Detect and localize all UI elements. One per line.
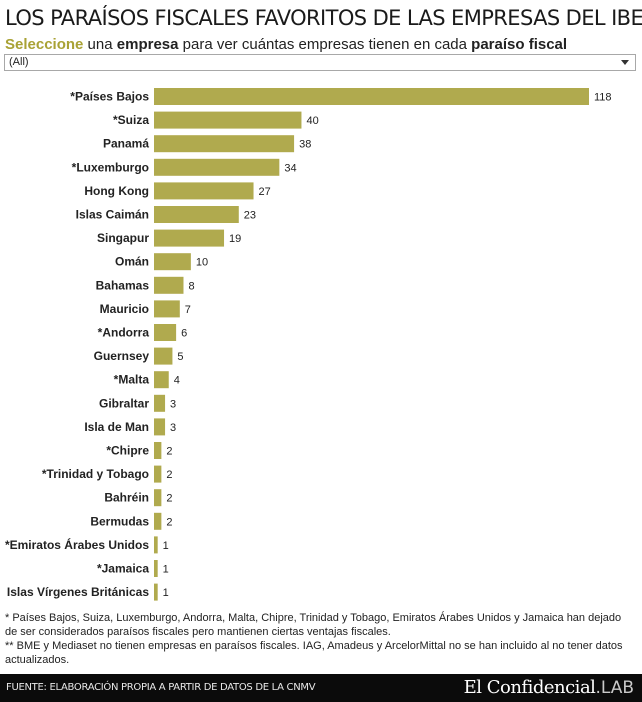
bar-jamaica[interactable] (154, 560, 158, 577)
bar-emiratos-arabes-unidos[interactable] (154, 536, 158, 554)
value-label-malta: 4 (174, 375, 180, 387)
subtitle-text-1: una (83, 36, 117, 53)
bar-chipre[interactable] (154, 442, 162, 459)
category-label-malta: *Malta (114, 373, 150, 387)
value-label-mauricio: 7 (185, 304, 191, 316)
bar-bermudas[interactable] (154, 512, 162, 530)
bar-oman[interactable] (154, 253, 191, 271)
category-label-guernsey: Guernsey (94, 349, 150, 363)
bar-bahamas[interactable] (154, 276, 184, 294)
category-label-suiza: *Suiza (113, 113, 149, 127)
category-label-islas-caiman: Islas Caimán (76, 208, 149, 222)
category-label-bahamas: Bahamas (96, 278, 150, 292)
logo-main: El Confidencial (463, 677, 596, 698)
company-filter-dropdown[interactable]: (All) (4, 54, 636, 71)
category-label-luxemburgo: *Luxemburgo (72, 160, 149, 174)
value-label-islas-caiman: 23 (244, 210, 256, 222)
category-label-gibraltar: Gibraltar (99, 396, 149, 410)
brand-logo[interactable]: El Confidencial.LAB (464, 677, 634, 698)
bar-panama[interactable] (154, 135, 295, 153)
value-label-guernsey: 5 (177, 351, 183, 363)
bar-isla-de-man[interactable] (154, 418, 166, 436)
value-label-bahrein: 2 (166, 493, 172, 505)
footnotes: * Países Bajos, Suiza, Luxemburgo, Andor… (5, 611, 635, 667)
footnote-1: * Países Bajos, Suiza, Luxemburgo, Andor… (5, 612, 622, 638)
category-label-isla-de-man: Isla de Man (84, 420, 149, 434)
value-label-jamaica: 1 (163, 564, 169, 576)
category-label-paises-bajos: *Países Bajos (70, 90, 149, 104)
subtitle: Seleccione una empresa para ver cuántas … (5, 36, 567, 53)
value-label-paises-bajos: 118 (594, 92, 612, 104)
category-label-mauricio: Mauricio (100, 302, 149, 316)
bar-malta[interactable] (154, 371, 169, 389)
value-label-emiratos-arabes-unidos: 1 (163, 540, 169, 552)
filter-selected-value: (All) (9, 56, 29, 68)
value-label-andorra: 6 (181, 328, 187, 340)
bar-trinidad-y-tobago[interactable] (154, 465, 162, 483)
subtitle-text-2: para ver cuántas empresas tienen en cada (178, 36, 472, 53)
category-label-trinidad-y-tobago: *Trinidad y Tobago (42, 467, 149, 481)
category-label-panama: Panamá (103, 137, 149, 151)
value-label-panama: 38 (299, 139, 311, 151)
category-label-oman: Omán (115, 255, 149, 269)
value-label-chipre: 2 (166, 446, 172, 458)
category-label-hong-kong: Hong Kong (84, 184, 149, 198)
value-label-hong-kong: 27 (259, 186, 271, 198)
bar-hong-kong[interactable] (154, 182, 254, 200)
category-label-chipre: *Chipre (106, 444, 149, 458)
bar-singapur[interactable] (154, 229, 225, 247)
value-label-islas-virgenes-britanicas: 1 (163, 587, 169, 599)
source-text: FUENTE: ELABORACIÓN PROPIA A PARTIR DE D… (6, 682, 316, 693)
subtitle-bold-1: empresa (116, 36, 179, 53)
bar-islas-caiman[interactable] (154, 206, 239, 223)
bar-mauricio[interactable] (154, 300, 180, 318)
category-label-islas-virgenes-britanicas: Islas Vírgenes Británicas (7, 585, 149, 599)
value-label-trinidad-y-tobago: 2 (166, 469, 172, 481)
category-label-jamaica: *Jamaica (97, 562, 149, 576)
value-label-bermudas: 2 (166, 516, 172, 528)
category-label-bermudas: Bermudas (90, 514, 149, 528)
category-label-emiratos-arabes-unidos: *Emiratos Árabes Unidos (5, 537, 149, 552)
value-label-isla-de-man: 3 (170, 422, 176, 434)
value-label-oman: 10 (196, 257, 208, 269)
chevron-down-icon[interactable] (621, 60, 629, 65)
value-label-luxemburgo: 34 (284, 162, 296, 174)
category-label-andorra: *Andorra (98, 326, 150, 340)
value-label-bahamas: 8 (188, 280, 194, 292)
bar-andorra[interactable] (154, 324, 177, 341)
bar-luxemburgo[interactable] (154, 158, 280, 176)
value-label-gibraltar: 3 (170, 398, 176, 410)
value-label-singapur: 19 (229, 233, 241, 245)
bar-suiza[interactable] (154, 111, 302, 129)
footer: FUENTE: ELABORACIÓN PROPIA A PARTIR DE D… (0, 674, 642, 702)
value-label-suiza: 40 (306, 115, 318, 127)
footnote-2: ** BME y Mediaset no tienen empresas en … (5, 640, 623, 666)
bar-islas-virgenes-britanicas[interactable] (154, 583, 158, 601)
logo-suffix: .LAB (595, 678, 634, 698)
bar-gibraltar[interactable] (154, 394, 166, 412)
bar-paises-bajos[interactable] (154, 88, 589, 105)
subtitle-highlight: Seleccione (5, 36, 84, 53)
category-label-singapur: Singapur (97, 231, 149, 245)
category-label-bahrein: Bahréin (104, 491, 149, 505)
bar-bahrein[interactable] (154, 489, 162, 507)
subtitle-bold-2: paraíso fiscal (471, 36, 568, 53)
page-title: LOS PARAÍSOS FISCALES FAVORITOS DE LAS E… (5, 6, 642, 30)
bar-guernsey[interactable] (154, 347, 173, 365)
